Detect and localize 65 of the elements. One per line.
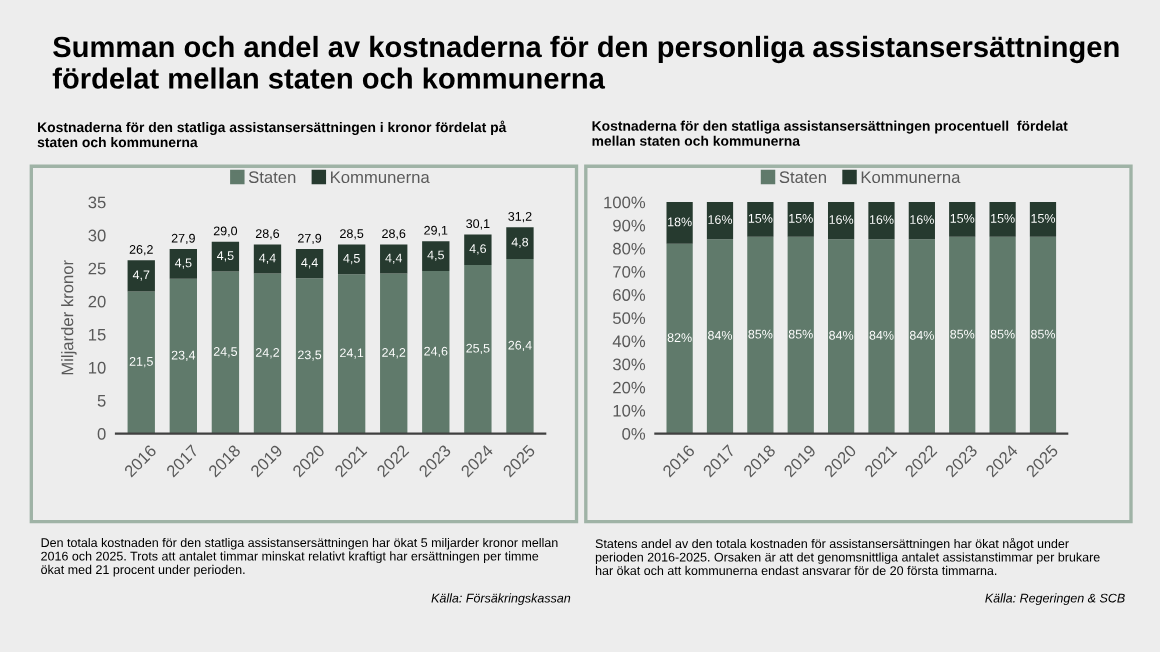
y-tick-label: 30% [612,358,646,371]
bar [666,243,693,434]
bar [295,249,324,279]
y-tick-label: 25 [88,262,106,275]
y-tick-label: 100% [604,196,646,209]
y-tick-label: 0% [622,427,646,440]
bar [949,202,976,237]
bar [127,291,155,434]
y-tick-label: 0 [97,427,106,440]
bar [827,239,855,434]
y-tick-label: 30 [88,229,106,242]
legend-label: Staten [248,171,296,184]
y-tick-label: 40% [612,335,646,348]
bar [337,244,366,275]
bar [747,236,774,434]
bar [464,264,492,434]
bar [747,202,774,237]
y-tick-label: 60% [613,289,646,301]
bar [827,202,855,240]
y-tick-label: 70% [613,265,646,278]
bar [706,239,734,434]
bar [1029,202,1057,237]
y-tick-label: 50% [612,312,646,325]
legend-label: Staten [779,171,826,184]
bar [211,271,240,434]
y-tick-label: 90% [613,219,646,232]
bar [787,236,814,434]
y-tick-label: 80% [613,242,646,255]
chart-title: Summan och andel av kostnaderna för den personliga assistansersättningen fördelat mellan staten och kommunerna [52,35,1119,89]
y-tick-label: 15 [89,328,106,341]
bar [422,241,450,271]
bar [706,202,734,240]
bar [908,202,935,240]
bar [295,278,324,434]
bar [380,273,408,434]
legend-label: Kommunerna [331,171,430,184]
bar [422,270,450,434]
y-axis-title: Miljarder kronor [61,260,77,375]
bar [787,202,814,237]
bar [949,236,976,434]
y-tick-label: 20 [88,295,106,308]
y-tick-label: 10 [89,361,106,374]
bar [908,239,935,434]
bar [989,236,1016,434]
bar [337,274,366,434]
bar [666,202,693,244]
bar [989,202,1016,237]
bar [169,278,197,434]
y-tick-label: 5 [97,395,106,407]
legend-label: Kommunerna [861,171,961,184]
bar [868,239,895,434]
bar [464,234,492,265]
bar [1029,236,1057,434]
bar [506,227,534,259]
y-tick-label: 35 [88,196,106,209]
bar [211,241,240,272]
bar [253,273,282,434]
bar [127,260,155,292]
y-tick-label: 10% [613,404,646,417]
y-tick-label: 20% [613,381,646,394]
bar [380,244,408,274]
bar [253,244,282,274]
bar [868,202,895,240]
bar [169,249,197,279]
bar [506,258,534,434]
